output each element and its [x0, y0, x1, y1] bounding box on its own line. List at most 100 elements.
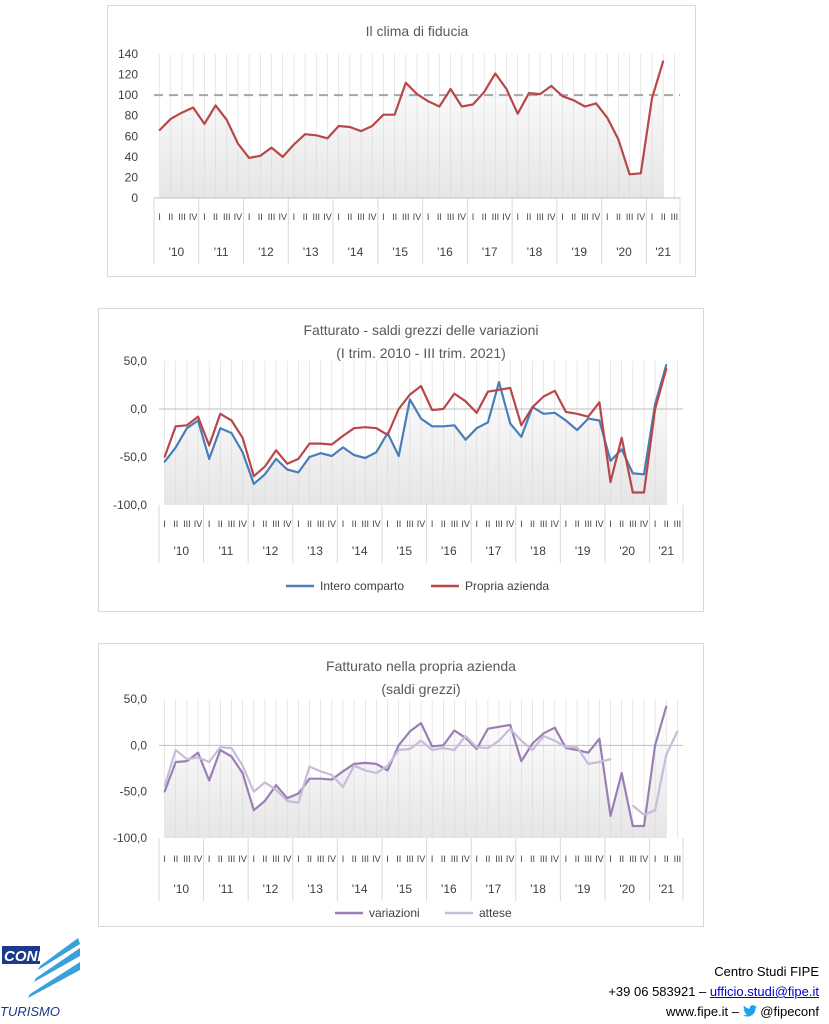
chart-panel-clima: Il clima di fiducia 0 20 40 60 80 100 120 140 I II… — [107, 5, 696, 277]
data-point — [375, 427, 378, 430]
data-point — [620, 448, 623, 451]
year-label: '20 — [619, 544, 635, 558]
quarter-tick-label: IV — [372, 854, 381, 864]
data-point — [487, 727, 489, 730]
quarter-tick-label: III — [674, 519, 682, 529]
quarter-tick-label: III — [268, 212, 276, 222]
year-label: '20 — [616, 245, 632, 259]
year-label: '18 — [530, 544, 546, 558]
year-label: '15 — [396, 882, 412, 896]
quarter-tick-label: III — [581, 212, 589, 222]
series-line-clima — [158, 60, 665, 176]
year-label: '19 — [571, 245, 587, 259]
footer-web[interactable]: www.fipe.it – — [666, 1004, 740, 1019]
data-point — [639, 172, 642, 175]
data-point — [375, 772, 378, 774]
footer-twitter[interactable]: @fipeconf — [760, 1004, 819, 1019]
propria-azienda-chart: Fatturato nella propria azienda (saldi gr… — [113, 658, 684, 920]
data-point — [442, 425, 445, 428]
data-point — [219, 427, 222, 430]
data-point — [654, 744, 656, 747]
data-point — [431, 749, 433, 751]
quarter-tick-label: III — [183, 519, 191, 529]
data-point — [264, 781, 266, 784]
quarter-tick-label: I — [158, 212, 161, 222]
data-point — [431, 409, 433, 411]
quarter-tick-label: II — [213, 212, 218, 222]
quarter-tick-label: III — [406, 519, 414, 529]
data-point — [494, 72, 497, 75]
year-label: '17 — [486, 882, 502, 896]
quarter-tick-label: IV — [506, 519, 515, 529]
quarter-tick-label: I — [337, 212, 340, 222]
data-point — [326, 137, 329, 140]
quarter-tick-label: I — [654, 519, 657, 529]
quarter-tick-label: II — [616, 212, 621, 222]
data-point — [353, 763, 355, 765]
data-point — [230, 432, 233, 434]
y-tick-label: -50,0 — [120, 785, 148, 799]
data-point — [565, 746, 567, 749]
data-point — [275, 784, 277, 787]
data-point — [241, 451, 244, 454]
footer-phone-line: +39 06 583921 – ufficio.studi@fipe.it — [608, 982, 819, 1002]
quarter-tick-label: I — [561, 212, 564, 222]
twitter-icon[interactable] — [742, 1005, 757, 1017]
data-point — [487, 421, 489, 424]
quarter-tick-label: II — [485, 519, 490, 529]
footer-email-link[interactable]: ufficio.studi@fipe.it — [709, 984, 819, 999]
year-label: '11 — [219, 544, 234, 558]
data-point — [353, 764, 355, 767]
y-tick-label: 60 — [125, 129, 139, 143]
data-point — [665, 753, 668, 756]
data-point — [393, 113, 396, 116]
series-line-propria-azienda — [163, 368, 668, 494]
quarter-tick-label: I — [565, 519, 568, 529]
data-point — [539, 93, 541, 95]
data-point — [609, 814, 612, 817]
data-point — [264, 473, 266, 476]
data-point — [319, 452, 322, 455]
data-point — [598, 761, 601, 763]
data-point — [654, 809, 656, 812]
quarter-tick-label: II — [485, 854, 490, 864]
data-point — [509, 727, 512, 730]
quarter-tick-label: II — [661, 212, 666, 222]
data-point — [219, 412, 222, 415]
chart-subtitle: (I trim. 2010 - III trim. 2021) — [336, 345, 506, 361]
data-point — [498, 381, 500, 383]
data-point — [315, 134, 318, 137]
data-point — [208, 458, 211, 460]
quarter-tick-label: III — [495, 519, 503, 529]
data-point — [676, 730, 679, 733]
year-label: '15 — [396, 544, 412, 558]
data-point — [631, 825, 634, 827]
data-point — [409, 748, 411, 750]
data-point — [553, 411, 556, 414]
data-point — [203, 123, 206, 125]
data-point — [531, 406, 534, 408]
quarter-tick-label: I — [475, 854, 478, 864]
data-point — [449, 88, 452, 90]
data-point — [264, 800, 266, 802]
y-tick-label: 80 — [125, 109, 139, 123]
data-point — [442, 408, 445, 410]
data-point — [516, 112, 519, 115]
data-point — [264, 465, 266, 468]
y-tick-label: -100,0 — [113, 498, 147, 512]
data-point — [275, 449, 277, 452]
data-point — [553, 739, 556, 742]
data-point — [550, 85, 553, 87]
y-tick-label: 0 — [131, 191, 138, 205]
year-label: '11 — [214, 245, 229, 259]
data-point — [475, 746, 478, 749]
data-point — [186, 427, 188, 430]
quarter-tick-label: II — [218, 854, 223, 864]
data-point — [598, 419, 601, 422]
data-point — [386, 764, 389, 767]
data-point — [293, 143, 295, 146]
logo-line1: CONF — [4, 948, 47, 965]
data-point — [409, 393, 411, 396]
year-label: '10 — [173, 882, 189, 896]
